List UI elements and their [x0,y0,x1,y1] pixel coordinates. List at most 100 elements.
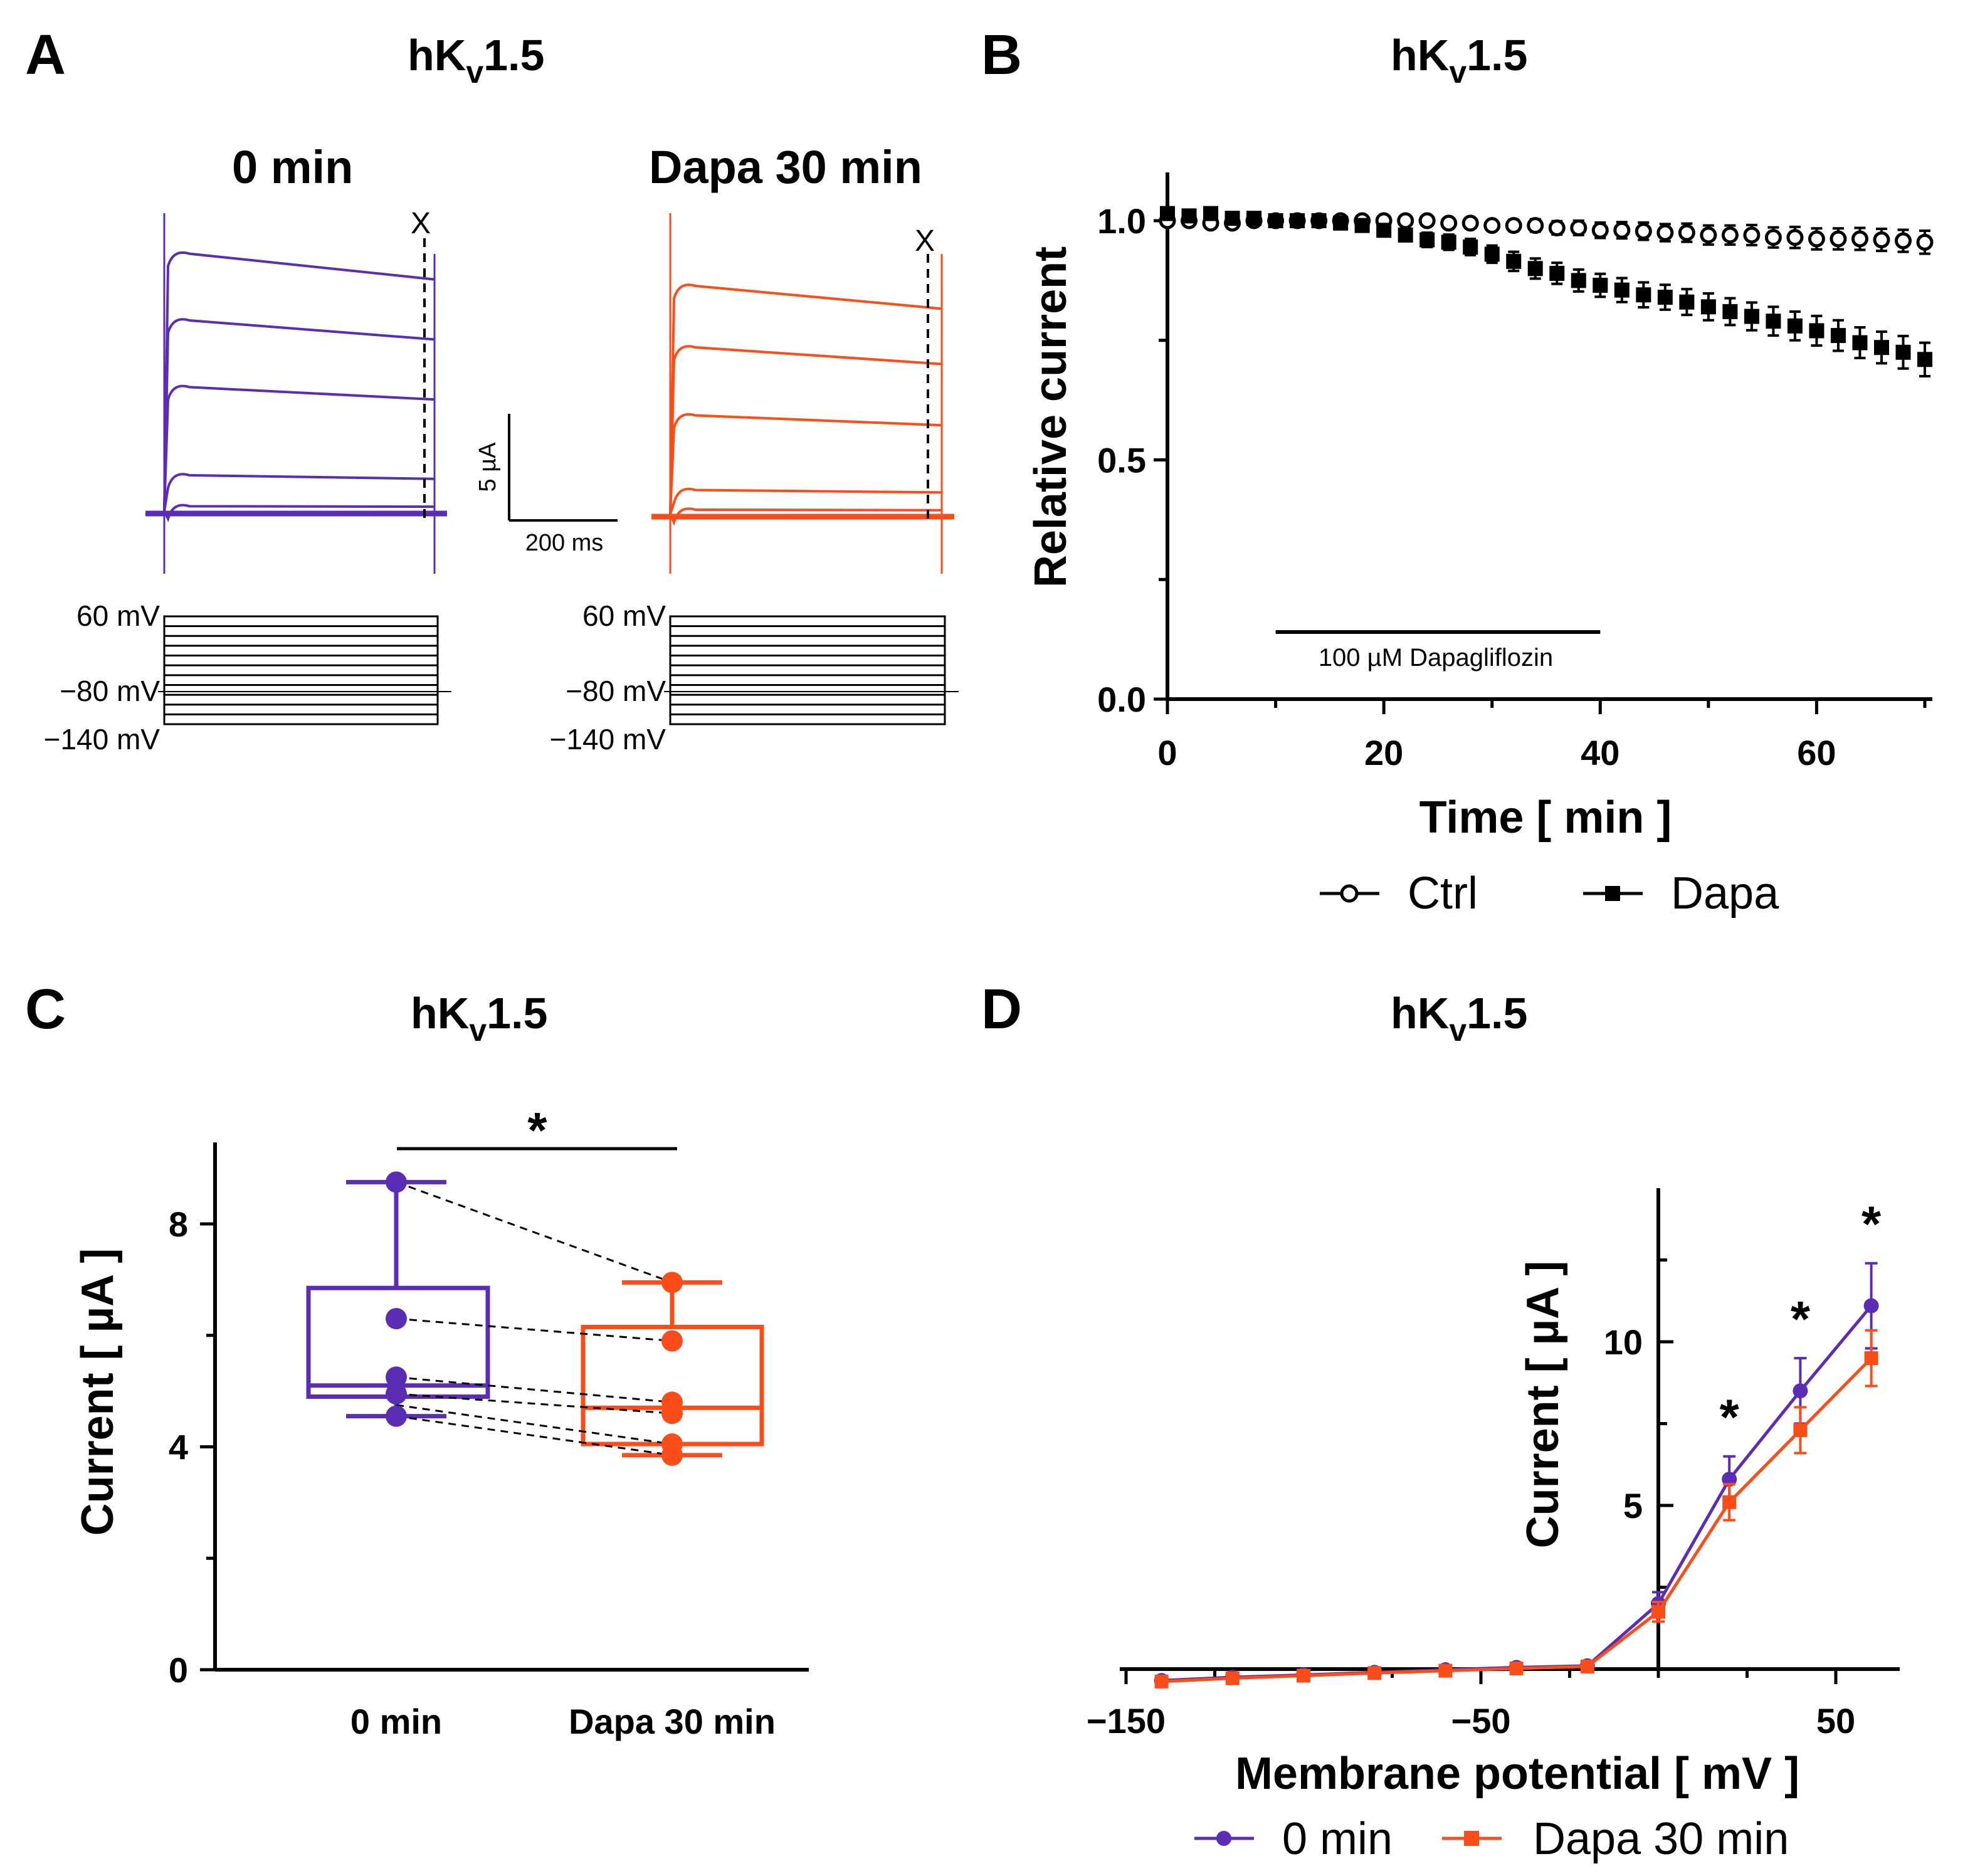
panel-c-y-tick-label: 8 [169,1204,188,1244]
ctrl-point [1440,214,1458,232]
paired-line [396,1415,673,1457]
panel-d-x-tick-label: 50 [1816,1701,1855,1741]
legend-ctrl: Ctrl [1320,868,1478,919]
panel-d-series: * * * [1154,1196,1882,1689]
dapa-point [1484,246,1500,262]
panel-b-y-tick-label: 1.0 [1097,201,1146,241]
dapa-point [1744,308,1759,324]
dapa-point [1614,282,1630,298]
dapa-point [1571,273,1586,288]
scale-bar: 5 µA 200 ms [475,414,618,556]
paired-line [396,1317,673,1342]
legend-dapa-30min: Dapa 30 min [1442,1814,1789,1864]
legend-0min-marker [1216,1831,1231,1846]
iv-point-dapa [1438,1663,1453,1678]
panel-c-title: hKv1.5 [411,989,547,1048]
significance-star: * [1791,1291,1811,1347]
ctrl-point [1700,226,1717,244]
panel-b-x-tick-label: 40 [1581,733,1619,772]
paired-line [396,1181,673,1283]
ctrl-point [1764,229,1782,246]
dapa-point [1290,213,1305,228]
panel-b-x-tick-label: 20 [1364,733,1403,772]
dapa-point [1224,211,1240,226]
dapa-point [1376,223,1392,238]
ctrl-point [1527,217,1544,234]
panel-c-y-tick-label: 4 [169,1428,188,1467]
ctrl-point [1591,221,1609,239]
dapa-point [1657,290,1673,305]
legend-dapa-label: Dapa 30 min [1533,1814,1789,1864]
dapa-point [1354,218,1370,233]
ctrl-point [1678,224,1695,241]
protocol-frame [669,615,946,725]
legend-dapa-label: Dapa [1671,868,1779,919]
drug-bar-label: 100 µM Dapagliflozin [1319,644,1553,672]
dapa-point [1766,314,1781,329]
panel-d-letter: D [981,978,1022,1041]
measure-marker-dapa: X [915,224,935,258]
data-point [386,1405,407,1427]
panel-d-y-tick-label: 5 [1623,1486,1643,1526]
panel-d-axes: −150 −50 50 5 10 [1087,1188,1900,1741]
ctrl-point [1873,231,1890,249]
panel-c-y-tick-label: 0 [169,1650,188,1690]
ctrl-point [1461,214,1479,232]
panel-b-title: hKv1.5 [1391,31,1527,90]
legend-dapa-marker [1605,886,1620,901]
ctrl-point [1656,224,1674,241]
data-point [661,1444,683,1466]
category-label-dapa: Dapa 30 min [569,1702,776,1741]
dapa-point [1419,232,1435,248]
voltage-protocol-0min: 60 mV −80 mV −140 mV [44,599,451,756]
scale-bar-y-label: 5 µA [475,442,501,492]
data-point [661,1330,683,1352]
ctrl-point [1721,226,1739,244]
dapa-point [1700,299,1716,315]
dapa-point [1160,206,1175,221]
iv-point-dapa [1722,1495,1737,1509]
panel-d-legend: 0 min Dapa 30 min [1194,1814,1789,1864]
panel-c: C hKv1.5 0 4 8 * 0 min Dapa 30 min Current… [25,978,809,1741]
ctrl-point [1916,233,1934,251]
voltage-protocol-dapa: 60 mV −80 mV −140 mV [550,599,959,756]
ctrl-point [1808,230,1825,248]
ctrl-point [1397,212,1414,229]
significance-star: * [527,1102,547,1158]
iv-point-dapa [1509,1661,1524,1675]
ctrl-point [1548,219,1566,236]
dapa-point [1441,234,1456,250]
dapa-point [1268,213,1283,228]
panel-b-y-label: Relative current [1026,246,1076,588]
panel-b-series [1159,206,1934,377]
iv-curve-line [1161,1357,1873,1684]
dapa-point [1722,303,1738,319]
iv-point-dapa [1793,1423,1808,1437]
ctrl-point [1570,219,1588,236]
panel-c-letter: C [25,978,66,1041]
dapa-point [1593,278,1608,293]
dapa-point [1311,213,1327,228]
protocol-bottom-label: −140 mV [550,723,666,756]
panel-d-x-label: Membrane potential [ mV ] [1235,1749,1799,1799]
legend-ctrl-marker [1340,884,1359,903]
current-trace [163,503,435,522]
iv-point-0min [1793,1383,1808,1399]
panel-d: D hKv1.5 −150 −50 50 5 10 * * * Membrane poten… [981,978,1900,1864]
drug-application-bar: 100 µM Dapagliflozin [1275,630,1601,672]
dapa-point [1917,352,1932,367]
ctrl-point [1786,229,1804,246]
ctrl-point [1505,217,1522,234]
panel-b-x-tick-label: 60 [1797,733,1836,772]
data-point [386,1308,407,1330]
panel-a: A hKv1.5 0 min Dapa 30 min X X 5 µA 200 … [25,24,959,756]
ctrl-point [1894,232,1912,250]
current-traces-dapa [651,213,954,574]
current-trace [669,283,942,515]
panel-a-letter: A [25,24,66,87]
dapa-point [1549,265,1565,281]
iv-point-dapa [1297,1668,1310,1683]
legend-ctrl-label: Ctrl [1408,868,1478,919]
panel-b-y-tick-label: 0.5 [1097,441,1146,480]
iv-point-0min [1863,1298,1879,1314]
